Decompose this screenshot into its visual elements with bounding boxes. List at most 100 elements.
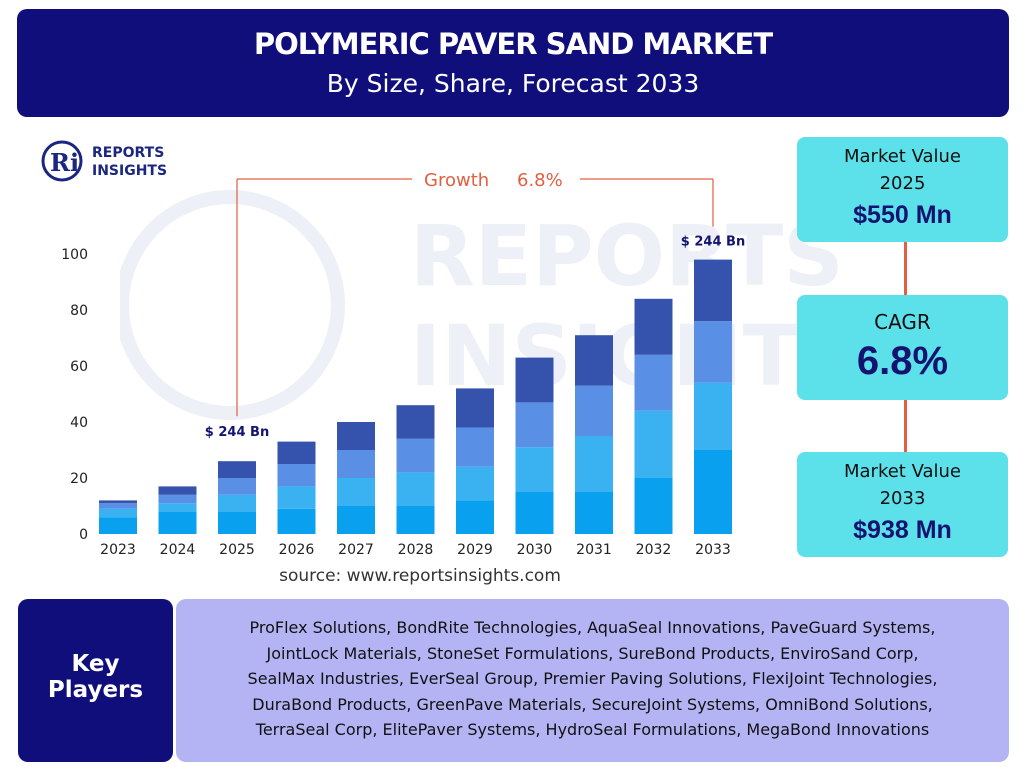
- logo-ring-icon: [41, 140, 83, 182]
- y-tick-label: 0: [79, 527, 88, 543]
- growth-label: Growth: [424, 170, 489, 191]
- bar-segment: [337, 422, 375, 450]
- bar-segment: [575, 335, 613, 386]
- key-players-line: JointLock Materials, StoneSet Formulatio…: [266, 643, 919, 663]
- key-players-line: TerraSeal Corp, ElitePaver Systems, Hydr…: [255, 720, 930, 739]
- logo-mark: Ri: [50, 148, 79, 177]
- page-title: POLYMERIC PAVER SAND MARKET: [253, 27, 773, 61]
- cagr-card: CAGR 6.8%: [797, 295, 1008, 400]
- bar-segment: [158, 486, 197, 495]
- bar-segment: [277, 441, 316, 464]
- bar-segment: [396, 472, 435, 506]
- bar-segment: [396, 405, 435, 439]
- bar-segment: [634, 298, 673, 355]
- bar-segment: [277, 464, 316, 487]
- bar-segment: [158, 511, 197, 534]
- bar-segment: [396, 506, 435, 534]
- source-note: source: www.reportsinsights.com: [279, 566, 561, 586]
- bar-segment: [694, 450, 732, 534]
- bar-segment: [694, 321, 732, 383]
- bar-segment: [99, 508, 137, 518]
- x-tick-label: 2033: [695, 542, 731, 558]
- y-tick-label: 60: [70, 359, 88, 375]
- bar-segment: [337, 450, 375, 478]
- market-value-2033-card: Market Value 2033 $938 Mn: [797, 452, 1008, 557]
- bar-segment: [218, 511, 256, 534]
- logo-text: REPORTS INSIGHTS: [92, 144, 167, 180]
- bar-segment: [99, 500, 137, 504]
- cagr-label: CAGR: [874, 310, 931, 334]
- bar-segment: [694, 259, 732, 322]
- x-tick-label: 2030: [517, 542, 553, 558]
- x-tick-label: 2027: [338, 542, 374, 558]
- bar-segment: [99, 503, 137, 509]
- y-tick-label: 20: [70, 471, 88, 487]
- key-players-line: DuraBond Products, GreenPave Materials, …: [252, 694, 933, 714]
- y-tick-label: 100: [61, 247, 88, 263]
- bar-segment: [277, 486, 316, 509]
- bar-segment: [515, 402, 554, 448]
- x-tick-label: 2029: [457, 542, 493, 558]
- market-value-2033-value: $938 Mn: [853, 516, 952, 544]
- x-tick-label: 2025: [219, 542, 255, 558]
- bar-segment: [515, 357, 554, 403]
- bar-segment: [575, 436, 613, 492]
- card-connector-bottom: [904, 400, 907, 452]
- bar-segment: [515, 492, 554, 534]
- key-players-line: ProFlex Solutions, BondRite Technologies…: [249, 618, 936, 637]
- x-axis-ticks: 2023 2024 2025 2026 2027 2028 2029 2030 2031 2032…: [100, 542, 731, 558]
- y-tick-label: 40: [70, 415, 88, 431]
- x-tick-label: 2023: [100, 542, 136, 558]
- bars: [99, 259, 732, 534]
- key-players-heading: Key Players: [18, 599, 173, 762]
- growth-value: 6.8%: [517, 170, 563, 191]
- bar-segment: [694, 382, 732, 450]
- growth-annotation: $ 244 Bn $ 244 Bn Growth 6.8%: [205, 170, 745, 440]
- y-axis-ticks: 0 20 40 60 80 100: [61, 247, 88, 543]
- page-subtitle: By Size, Share, Forecast 2033: [326, 69, 700, 98]
- market-value-2025-label: Market Value: [843, 146, 962, 167]
- y-tick-label: 80: [70, 303, 88, 319]
- bar-segment: [218, 478, 256, 495]
- bar-segment: [634, 354, 673, 411]
- logo-line-reports: REPORTS: [92, 145, 165, 161]
- bar-segment: [515, 447, 554, 492]
- bar-segment: [575, 385, 613, 436]
- bar-segment: [456, 466, 494, 501]
- x-tick-label: 2024: [160, 542, 196, 558]
- header-banner: POLYMERIC PAVER SAND MARKET By Size, Sha…: [17, 9, 1009, 117]
- bar-segment: [158, 503, 197, 512]
- brand-logo: Ri: [41, 140, 83, 182]
- bar-segment: [634, 478, 673, 534]
- bar-segment: [99, 517, 137, 534]
- bar-segment: [158, 494, 197, 504]
- bar-segment: [277, 508, 316, 534]
- bar-segment: [218, 494, 256, 512]
- key-players-line: SealMax Industries, EverSeal Group, Prem…: [247, 669, 938, 688]
- logo-line-insights: INSIGHTS: [92, 163, 168, 179]
- cagr-value: 6.8%: [856, 339, 949, 383]
- bar-segment: [634, 410, 673, 478]
- bar-segment: [218, 461, 256, 478]
- bar-segment: [337, 506, 375, 534]
- market-value-2025-value: $550 Mn: [853, 201, 952, 229]
- key-players-heading-line2: Players: [47, 677, 144, 703]
- x-tick-label: 2031: [576, 542, 612, 558]
- bar-segment: [575, 492, 613, 534]
- key-players-list: ProFlex Solutions, BondRite Technologies…: [176, 599, 1009, 762]
- bar-segment: [456, 500, 494, 534]
- market-value-2033-label: Market Value: [843, 461, 962, 482]
- x-tick-label: 2032: [636, 542, 672, 558]
- bar-segment: [456, 427, 494, 467]
- x-tick-label: 2028: [398, 542, 434, 558]
- market-value-2025-card: Market Value 2025 $550 Mn: [797, 137, 1008, 242]
- card-connector-top: [904, 242, 907, 295]
- market-value-2025-year: 2025: [879, 173, 926, 194]
- bar-segment: [396, 438, 435, 473]
- x-tick-label: 2026: [279, 542, 315, 558]
- market-value-2033-year: 2033: [879, 488, 926, 509]
- key-players-heading-line1: Key: [71, 651, 120, 677]
- end-value-label: $ 244 Bn: [681, 235, 745, 250]
- bar-segment: [337, 478, 375, 506]
